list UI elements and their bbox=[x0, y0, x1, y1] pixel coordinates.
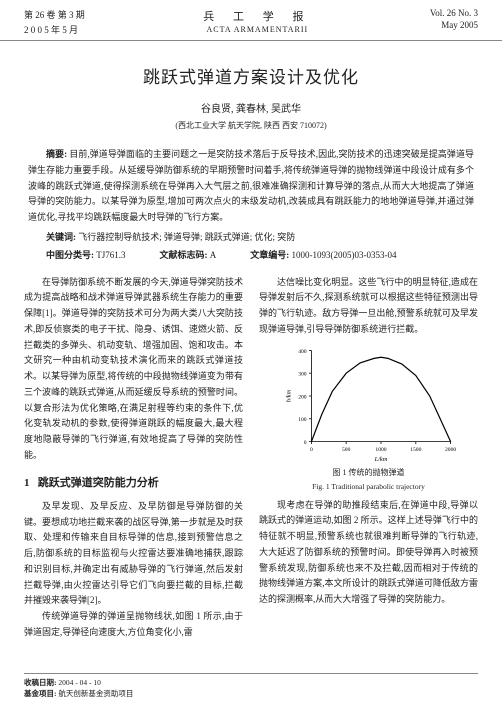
vol-issue-en: Vol. 26 No. 3 bbox=[430, 8, 478, 18]
authors: 谷良贤, 龚春林, 吴武华 bbox=[0, 100, 502, 115]
journal-name-en: ACTA ARMAMENTARII bbox=[206, 25, 308, 34]
vol-issue-cn: 第 26 卷 第 3 期 bbox=[24, 8, 85, 21]
svg-text:0: 0 bbox=[303, 440, 306, 446]
doccode-value: A bbox=[210, 250, 217, 260]
left-column: 在导弹防御系统不断发展的今天,弹道导弹突防技术成为提高战略和战术弹道导弹武器系统… bbox=[24, 275, 243, 641]
header-center: 兵 工 学 报 ACTA ARMAMENTARII bbox=[203, 8, 311, 36]
affiliation: (西北工业大学 航天学院, 陕西 西安 710072) bbox=[0, 120, 502, 131]
keywords-label: 关键词: bbox=[46, 232, 76, 242]
title-block: 跳跃式弹道方案设计及优化 谷良贤, 龚春林, 吴武华 (西北工业大学 航天学院,… bbox=[0, 63, 502, 131]
svg-text:1000: 1000 bbox=[375, 447, 386, 453]
fund-text: 航天创新基金资助项目 bbox=[58, 689, 133, 698]
artid-value: 1000-1093(2005)03-0353-04 bbox=[292, 250, 397, 260]
right-para-1: 达信噪比变化明显。这些飞行中的明显特征,造成在导弹发射后不久,探测系统就可以根据… bbox=[259, 275, 478, 338]
page-header: 第 26 卷 第 3 期 2 0 0 5 年 5 月 兵 工 学 报 ACTA … bbox=[0, 0, 502, 41]
header-right: Vol. 26 No. 3 May 2005 bbox=[430, 8, 478, 36]
svg-text:500: 500 bbox=[342, 447, 351, 453]
figure-1: 0 500 1000 1500 2000 0 100 200 300 400 L/km h/km 图 … bbox=[259, 344, 478, 494]
section-number: 1 bbox=[24, 477, 30, 489]
doccode-label: 文献标志码: bbox=[160, 250, 208, 260]
date-en: May 2005 bbox=[430, 20, 478, 30]
left-para-3: 传统弹道导弹的弹道呈抛物线状,如图 1 所示,由于弹道固定,导弹径向速度大,方位… bbox=[24, 609, 243, 641]
keywords: 飞行器控制导航技术; 弹道导弹; 跳跃式弹道; 优化; 突防 bbox=[78, 232, 295, 242]
right-column: 达信噪比变化明显。这些飞行中的明显特征,造成在导弹发射后不久,探测系统就可以根据… bbox=[259, 275, 478, 641]
keywords-line: 关键词: 飞行器控制导航技术; 弹道导弹; 跳跃式弹道; 优化; 突防 bbox=[28, 230, 474, 244]
artid-label: 文章编号: bbox=[250, 250, 289, 260]
figure-caption-cn: 图 1 传统的抛物弹道 bbox=[333, 468, 405, 477]
received-label: 收稿日期: bbox=[24, 678, 57, 687]
figure-caption: 图 1 传统的抛物弹道 Fig. 1 Traditional parabolic… bbox=[312, 466, 425, 494]
clc-label: 中图分类号: bbox=[46, 250, 94, 260]
classification-line: 中图分类号: TJ761.3 文献标志码: A 文章编号: 1000-1093(… bbox=[28, 248, 474, 262]
received-date: 2004 - 04 - 10 bbox=[58, 678, 101, 687]
svg-text:h/km: h/km bbox=[285, 389, 292, 402]
svg-text:100: 100 bbox=[298, 417, 307, 423]
clc-value: TJ761.3 bbox=[96, 250, 125, 260]
section-heading-1: 1 跳跃式弹道突防能力分析 bbox=[24, 474, 243, 493]
page-title: 跳跃式弹道方案设计及优化 bbox=[0, 63, 502, 88]
body-columns: 在导弹防御系统不断发展的今天,弹道导弹突防技术成为提高战略和战术弹道导弹武器系统… bbox=[24, 275, 478, 641]
svg-text:200: 200 bbox=[298, 394, 307, 400]
svg-text:400: 400 bbox=[298, 348, 307, 354]
journal-name-cn: 兵 工 学 报 bbox=[203, 8, 311, 24]
fund-label: 基金项目: bbox=[24, 689, 57, 698]
trajectory-chart: 0 500 1000 1500 2000 0 100 200 300 400 L/km h/km bbox=[279, 344, 459, 464]
abstract-label: 摘要: bbox=[46, 149, 67, 159]
svg-text:L/km: L/km bbox=[373, 455, 387, 462]
abstract: 摘要: 目前,弹道导弹面临的主要问题之一是突防技术落后于反导技术,因此,突防技术… bbox=[28, 147, 474, 226]
left-para-1: 在导弹防御系统不断发展的今天,弹道导弹突防技术成为提高战略和战术弹道导弹武器系统… bbox=[24, 275, 243, 464]
header-left: 第 26 卷 第 3 期 2 0 0 5 年 5 月 bbox=[24, 8, 85, 36]
section-title: 跳跃式弹道突防能力分析 bbox=[38, 477, 159, 489]
svg-text:300: 300 bbox=[298, 371, 307, 377]
svg-text:2000: 2000 bbox=[445, 447, 456, 453]
abstract-text: 目前,弹道导弹面临的主要问题之一是突防技术落后于反导技术,因此,突防技术的迅速突… bbox=[28, 149, 474, 222]
left-para-2: 及早发现、及早反应、及早防御是导弹防御的关键。要想成功地拦截来袭的战区导弹,第一… bbox=[24, 499, 243, 609]
svg-text:0: 0 bbox=[310, 447, 313, 453]
figure-caption-en: Fig. 1 Traditional parabolic trajectory bbox=[312, 482, 425, 491]
date-cn: 2 0 0 5 年 5 月 bbox=[24, 23, 85, 36]
svg-text:1500: 1500 bbox=[410, 447, 421, 453]
page-footer: 收稿日期: 2004 - 04 - 10 基金项目: 航天创新基金资助项目 bbox=[24, 673, 478, 700]
right-para-2: 现考虑在导弹的助推段结束后,在弹道中段,导弹以跳跃式的弹道运动,如图 2 所示。… bbox=[259, 498, 478, 608]
